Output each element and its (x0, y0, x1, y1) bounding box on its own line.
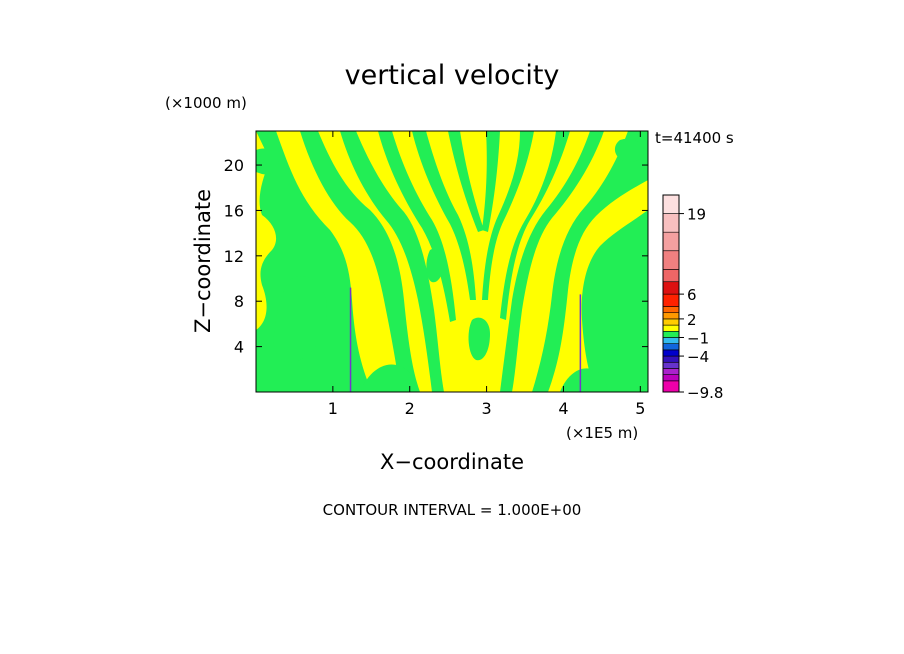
y-unit-label: (×1000 m) (165, 94, 247, 112)
colorbar-band (662, 281, 680, 295)
vertical-lines (349, 287, 582, 392)
plot-area (255, 130, 649, 393)
colorbar-band (662, 250, 680, 270)
plot-frame (255, 130, 649, 393)
y-tick-label: 12 (224, 247, 244, 266)
colorbar-band (662, 374, 680, 382)
x-axis: 1 2 3 4 5 (328, 131, 645, 418)
colorbar-label: 2 (687, 311, 697, 329)
colorbar-label: 19 (687, 206, 706, 224)
colorbar-band (662, 355, 680, 363)
colorbar-label: 6 (687, 286, 697, 304)
x-tick-label: 2 (405, 399, 415, 418)
colorbar-band (662, 231, 680, 252)
colorbar-band (662, 361, 680, 369)
field-region (273, 276, 327, 363)
field-region (482, 131, 500, 232)
field-region (412, 131, 476, 300)
x-unit-label: (×1E5 m) (566, 424, 638, 442)
contour-interval-footer: CONTOUR INTERVAL = 1.000E+00 (323, 501, 582, 519)
colorbar-label: −4 (687, 348, 709, 366)
field-region (614, 138, 644, 162)
time-label: t=41400 s (655, 129, 734, 147)
colorbar-band (662, 343, 680, 351)
colorbar-frame (662, 194, 680, 393)
y-tick-label: 4 (234, 338, 244, 357)
y-tick-label: 16 (224, 201, 244, 220)
field-region (560, 368, 607, 392)
field-region (448, 131, 484, 232)
y-axis-label: Z−coordinate (191, 189, 215, 333)
x-tick-label: 1 (328, 399, 338, 418)
colorbar-band (662, 306, 680, 314)
colorbar-band (662, 318, 680, 326)
colorbar-band (662, 330, 680, 338)
field-region (256, 148, 279, 175)
field-region (340, 131, 444, 392)
colorbar-label: −9.8 (687, 384, 723, 402)
x-tick-label: 4 (558, 399, 568, 418)
y-tick-label: 20 (224, 156, 244, 175)
field-region (360, 364, 415, 392)
y-axis: 4 8 12 16 20 (224, 156, 648, 357)
colorbar: 19 6 2−1−4 −9.8 (662, 194, 723, 402)
field-region (468, 317, 490, 361)
colorbar-band (662, 349, 680, 357)
field-region (426, 248, 444, 283)
field-region (500, 131, 604, 392)
x-axis-label: X−coordinate (380, 450, 524, 474)
field-region (581, 210, 648, 392)
field-region (500, 131, 570, 320)
y-tick-label: 8 (234, 292, 244, 311)
field-region (532, 131, 648, 392)
colorbar-band (662, 337, 680, 344)
colorbar-band (662, 324, 680, 332)
colorbar-band (662, 213, 680, 233)
field-region (300, 131, 420, 392)
velocity-field (256, 131, 648, 392)
chart-title: vertical velocity (345, 60, 560, 91)
colorbar-band (662, 368, 680, 375)
colorbar-label: −1 (687, 329, 709, 347)
colorbar-band (662, 293, 680, 307)
colorbar-band (662, 194, 680, 214)
colorbar-band (662, 380, 680, 393)
field-region (378, 131, 456, 322)
x-tick-label: 3 (481, 399, 491, 418)
colorbar-band (662, 269, 680, 283)
colorbar-band (662, 312, 680, 320)
x-tick-label: 5 (635, 399, 645, 418)
field-region (482, 131, 534, 300)
